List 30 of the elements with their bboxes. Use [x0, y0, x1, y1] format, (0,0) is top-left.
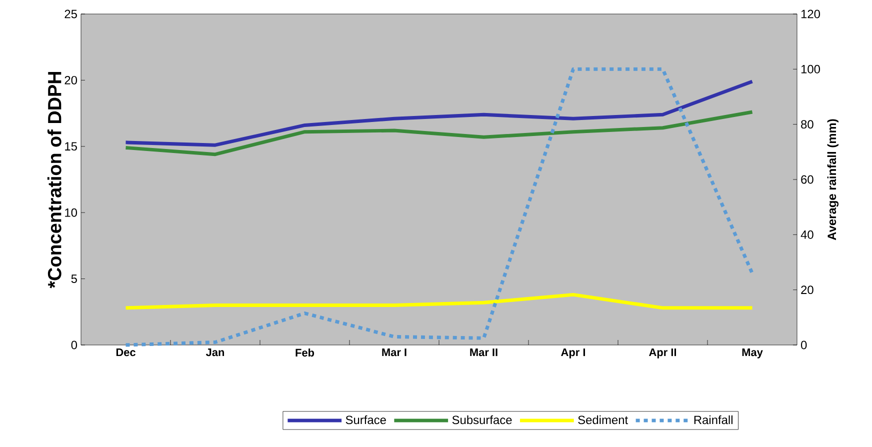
x-tick-label: Jan	[206, 348, 224, 356]
y2-axis-title: Average rainfall (mm)	[827, 119, 839, 240]
y-tick-label: 25	[64, 10, 77, 18]
line-series	[124, 80, 754, 147]
legend-label: Subsurface	[452, 415, 512, 424]
x-tick-label: Apr I	[561, 348, 585, 358]
x-tick-label: Dec	[116, 348, 136, 356]
x-tick-label: Mar I	[382, 348, 406, 356]
y-tick-label: 15	[65, 142, 77, 151]
y2-tick-label: 100	[801, 64, 820, 74]
legend-label: Sediment	[578, 415, 628, 424]
y2-tick-label: 80	[801, 120, 814, 129]
y-tick-label: 20	[64, 76, 78, 84]
legend-label: Surface	[346, 415, 386, 424]
y-tick-label: 5	[71, 274, 77, 283]
x-tick-label: May	[742, 348, 763, 358]
y2-tick-label: 20	[801, 286, 814, 294]
y2-tick-label: 0	[800, 340, 807, 350]
x-tick-label: Feb	[296, 348, 314, 357]
legend-label: Rainfall	[694, 415, 732, 424]
y2-tick-label: 120	[801, 10, 820, 18]
x-tick-label: Apr II	[649, 348, 676, 358]
y2-tick-label: 60	[801, 175, 814, 184]
y-axis-title: *Concentration of DDPH	[47, 72, 62, 288]
y-tick-label: 10	[65, 208, 78, 217]
x-tick-label: Mar II	[470, 348, 498, 356]
line-series	[124, 110, 754, 156]
line-series	[124, 67, 754, 347]
y2-tick-label: 40	[800, 230, 814, 239]
y-tick-label: 0	[71, 340, 78, 350]
